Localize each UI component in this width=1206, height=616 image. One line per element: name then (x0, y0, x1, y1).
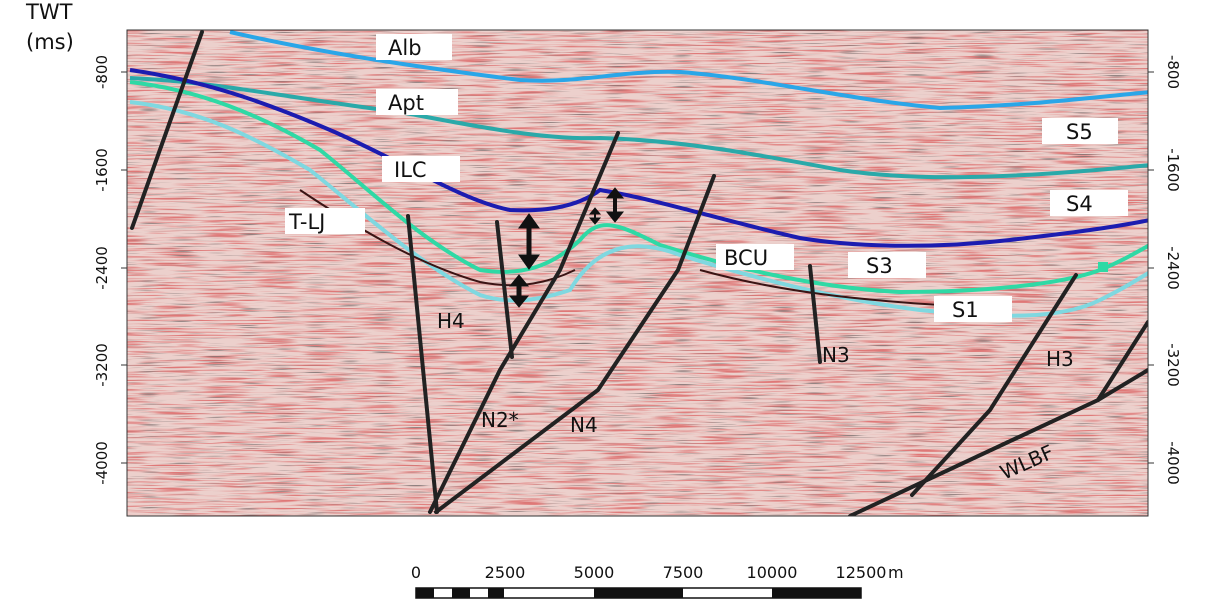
left-tick-800: -800 (93, 55, 111, 89)
fault-line-1 (130, 30, 204, 230)
left-tick-3200: -3200 (93, 343, 111, 387)
right-tick-800: -800 (1164, 55, 1182, 89)
scalebar-unit: m (888, 563, 904, 582)
scalebar-tick-2500: 2500 (485, 563, 526, 582)
marker-square (1098, 262, 1108, 272)
right-tick-3200: -3200 (1164, 343, 1182, 387)
horizon-ilc-line (129, 68, 1148, 248)
horizon-bcu-line (129, 80, 1148, 295)
fault-line-h3 (910, 273, 1078, 497)
horizon-label-tlj: T-LJ (285, 208, 365, 234)
sequence-label-s3: S3 (848, 252, 926, 278)
svg-text:ILC: ILC (394, 158, 427, 182)
horizon-label-alb: Alb (376, 34, 452, 60)
horizon-label-apt: Apt (376, 89, 458, 115)
left-tick-2400: -2400 (93, 246, 111, 290)
fault-line-n2 (428, 131, 620, 514)
plot-frame (126, 29, 1149, 517)
seismic-section (127, 30, 1148, 516)
svg-text:BCU: BCU (724, 246, 768, 270)
scalebar-tick-5000: 5000 (574, 563, 615, 582)
scale-bar (415, 587, 862, 599)
fault-line-n3 (808, 264, 822, 364)
fault-label-h4: H4 (437, 309, 465, 333)
svg-text:Apt: Apt (388, 91, 424, 115)
left-tick-4000: -4000 (93, 441, 111, 485)
axis-title-unit: (ms) (26, 30, 74, 54)
svg-text:S5: S5 (1066, 120, 1093, 144)
sequence-label-s1: S1 (934, 296, 1012, 322)
left-axis (121, 71, 127, 464)
horizon-label-ilc: ILC (382, 156, 460, 182)
scalebar-tick-12500: 12500 (836, 563, 887, 582)
scalebar-tick-10000: 10000 (747, 563, 798, 582)
thickness-arrows (508, 187, 625, 308)
fault-lines (130, 30, 1148, 516)
sequence-label-s5: S5 (1042, 118, 1118, 144)
fault-label-n3: N3 (822, 343, 850, 367)
fault-line-n2-minor (495, 220, 514, 359)
svg-text:S1: S1 (952, 298, 979, 322)
right-axis (1148, 71, 1154, 464)
fault-label-n2: N2* (481, 408, 519, 432)
horizon-alb-line (229, 30, 1148, 111)
fault-line-h4 (406, 214, 439, 514)
horizon-label-bcu: BCU (716, 244, 794, 270)
svg-text:T-LJ: T-LJ (288, 210, 325, 234)
fault-line-h3-branch (1096, 368, 1148, 402)
right-tick-1600: -1600 (1164, 148, 1182, 192)
svg-text:S4: S4 (1066, 192, 1093, 216)
svg-text:Alb: Alb (388, 36, 422, 60)
fault-label-h3: H3 (1046, 347, 1074, 371)
sequence-label-s4: S4 (1050, 190, 1128, 216)
left-tick-1600: -1600 (93, 148, 111, 192)
right-tick-4000: -4000 (1164, 441, 1182, 485)
horizon-tlj-line (129, 100, 1148, 318)
axis-title-twt: TWT (26, 0, 73, 24)
fault-label-n4: N4 (570, 413, 598, 437)
scalebar-tick-0: 0 (411, 563, 421, 582)
scalebar-tick-7500: 7500 (663, 563, 704, 582)
horizon-apt-line (129, 76, 1148, 180)
right-tick-2400: -2400 (1164, 246, 1182, 290)
svg-text:S3: S3 (866, 254, 893, 278)
fault-line-n4 (434, 174, 716, 514)
